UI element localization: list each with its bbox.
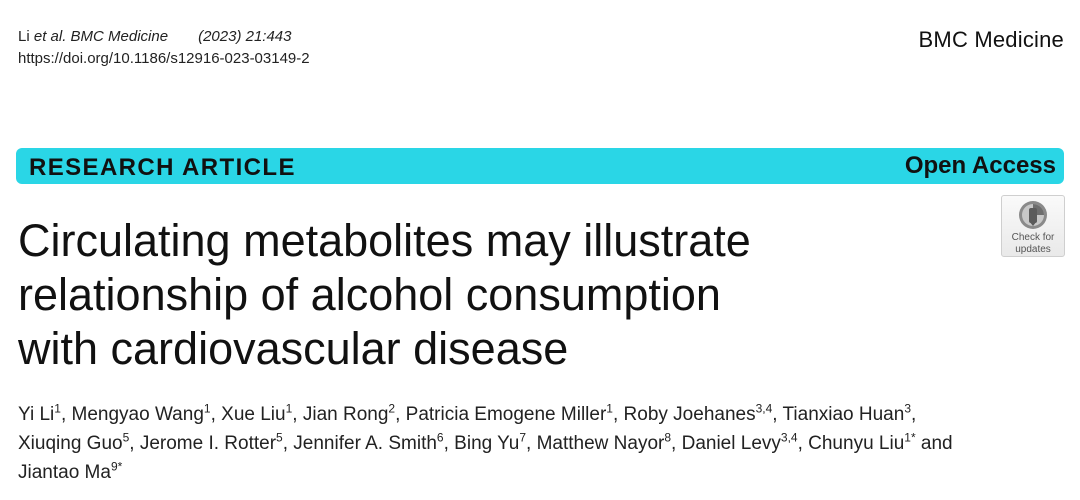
affiliation-marker: 9* <box>110 459 123 474</box>
author-line: Yi Li1, Mengyao Wang1, Xue Liu1, Jian Ro… <box>18 400 1064 429</box>
author-name[interactable]: Roby Joehanes <box>623 404 756 425</box>
author-name[interactable]: Jennifer A. Smith <box>293 433 437 454</box>
author-separator: , <box>282 433 294 454</box>
affiliation-marker: 1 <box>54 401 61 416</box>
affiliation-marker: 7 <box>519 430 527 445</box>
check-label-line2: updates <box>1015 244 1051 255</box>
author-separator: , <box>60 404 72 425</box>
author-separator: , <box>911 404 917 425</box>
author-separator: , <box>129 433 140 454</box>
citation-journal: et al. BMC Medicine <box>33 28 169 45</box>
citation-year-volume: (2023) 21:443 <box>198 28 292 45</box>
author-name[interactable]: Chunyu Liu <box>808 433 905 454</box>
title-line: with cardiovascular disease <box>18 323 569 374</box>
affiliation-marker: 1 <box>285 401 293 416</box>
author-list: Yi Li1, Mengyao Wang1, Xue Liu1, Jian Ro… <box>18 400 1064 487</box>
affiliation-marker: 8 <box>664 430 672 445</box>
journal-name: BMC Medicine <box>918 27 1064 52</box>
affiliation-marker: 3,4 <box>780 430 798 445</box>
article-title: Circulating metabolites may illustrate r… <box>18 214 978 376</box>
affiliation-marker: 3,4 <box>755 401 773 416</box>
author-separator: and <box>915 433 953 454</box>
affiliation-marker: 1* <box>904 430 916 445</box>
check-for-updates-button[interactable]: Check for updates <box>1001 195 1065 257</box>
affiliation-marker: 3 <box>904 401 911 416</box>
author-name[interactable]: Patricia Emogene Miller <box>405 404 607 425</box>
author-name[interactable]: Jiantao Ma <box>18 462 111 483</box>
doi-link[interactable]: https://doi.org/10.1186/s12916-023-03149… <box>18 50 310 67</box>
author-separator: , <box>395 404 406 425</box>
citation-line: Li et al. BMC Medicine (2023) 21:443 <box>18 26 310 48</box>
affiliation-marker: 1 <box>203 401 211 416</box>
author-separator: , <box>526 433 537 454</box>
affiliation-marker: 5 <box>122 430 130 445</box>
author-name[interactable]: Mengyao Wang <box>71 404 204 425</box>
author-name[interactable]: Jian Rong <box>302 404 389 425</box>
affiliation-marker: 2 <box>388 401 396 416</box>
affiliation-marker: 1 <box>606 401 613 416</box>
author-line: Xiuqing Guo5, Jerome I. Rotter5, Jennife… <box>18 429 1064 458</box>
author-separator: , <box>772 404 783 425</box>
author-separator: , <box>443 433 455 454</box>
title-line: Circulating metabolites may illustrate <box>18 215 751 266</box>
author-line: Jiantao Ma9* <box>18 458 1064 487</box>
article-type-label: RESEARCH ARTICLE <box>29 154 296 181</box>
check-for-updates-icon <box>1019 201 1047 229</box>
title-line: relationship of alcohol consumption <box>18 269 721 320</box>
citation-author: Li <box>18 28 30 45</box>
author-name[interactable]: Jerome I. Rotter <box>139 433 277 454</box>
article-banner: RESEARCH ARTICLE Open Access <box>16 148 1064 184</box>
author-name[interactable]: Bing Yu <box>454 433 520 454</box>
author-name[interactable]: Yi Li <box>18 404 55 425</box>
author-name[interactable]: Daniel Levy <box>681 433 781 454</box>
author-separator: , <box>797 433 809 454</box>
author-name[interactable]: Tianxiao Huan <box>782 404 905 425</box>
author-name[interactable]: Matthew Nayor <box>536 433 665 454</box>
citation-block: Li et al. BMC Medicine (2023) 21:443 http… <box>18 26 310 70</box>
check-label-line1: Check for <box>1011 232 1055 243</box>
author-separator: , <box>612 404 624 425</box>
author-name[interactable]: Xue Liu <box>221 404 286 425</box>
author-name[interactable]: Xiuqing Guo <box>18 433 123 454</box>
open-access-label: Open Access <box>904 152 1056 179</box>
author-separator: , <box>671 433 682 454</box>
affiliation-marker: 6 <box>436 430 444 445</box>
affiliation-marker: 5 <box>276 430 283 445</box>
author-separator: , <box>210 404 222 425</box>
author-separator: , <box>292 404 303 425</box>
